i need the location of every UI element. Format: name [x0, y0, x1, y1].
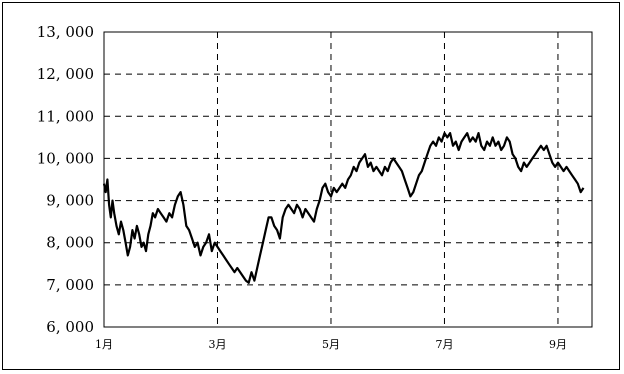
y-tick-label: 12, 000: [37, 65, 94, 83]
y-tick-label: 11, 000: [37, 107, 94, 125]
x-tick-label: 3月: [208, 338, 226, 351]
plot-area: [103, 31, 593, 328]
y-tick-label: 10, 000: [37, 149, 94, 167]
x-axis-ticks: 1月 3月 5月 7月 9月: [95, 338, 567, 351]
y-tick-label: 13, 000: [37, 23, 94, 41]
x-tick-label: 1月: [95, 338, 113, 351]
x-tick-label: 9月: [549, 338, 567, 351]
x-tick-label: 5月: [322, 338, 340, 351]
grid-lines: [104, 32, 592, 327]
series-line: [102, 132, 585, 284]
y-tick-label: 7, 000: [46, 276, 94, 294]
x-tick-label: 7月: [435, 338, 453, 351]
y-tick-label: 6, 000: [46, 318, 94, 336]
y-tick-label: 8, 000: [46, 234, 94, 252]
y-axis-ticks: 6, 000 7, 000 8, 000 9, 000 10, 000 11, 000 12…: [37, 23, 94, 336]
y-tick-label: 9, 000: [46, 192, 94, 210]
